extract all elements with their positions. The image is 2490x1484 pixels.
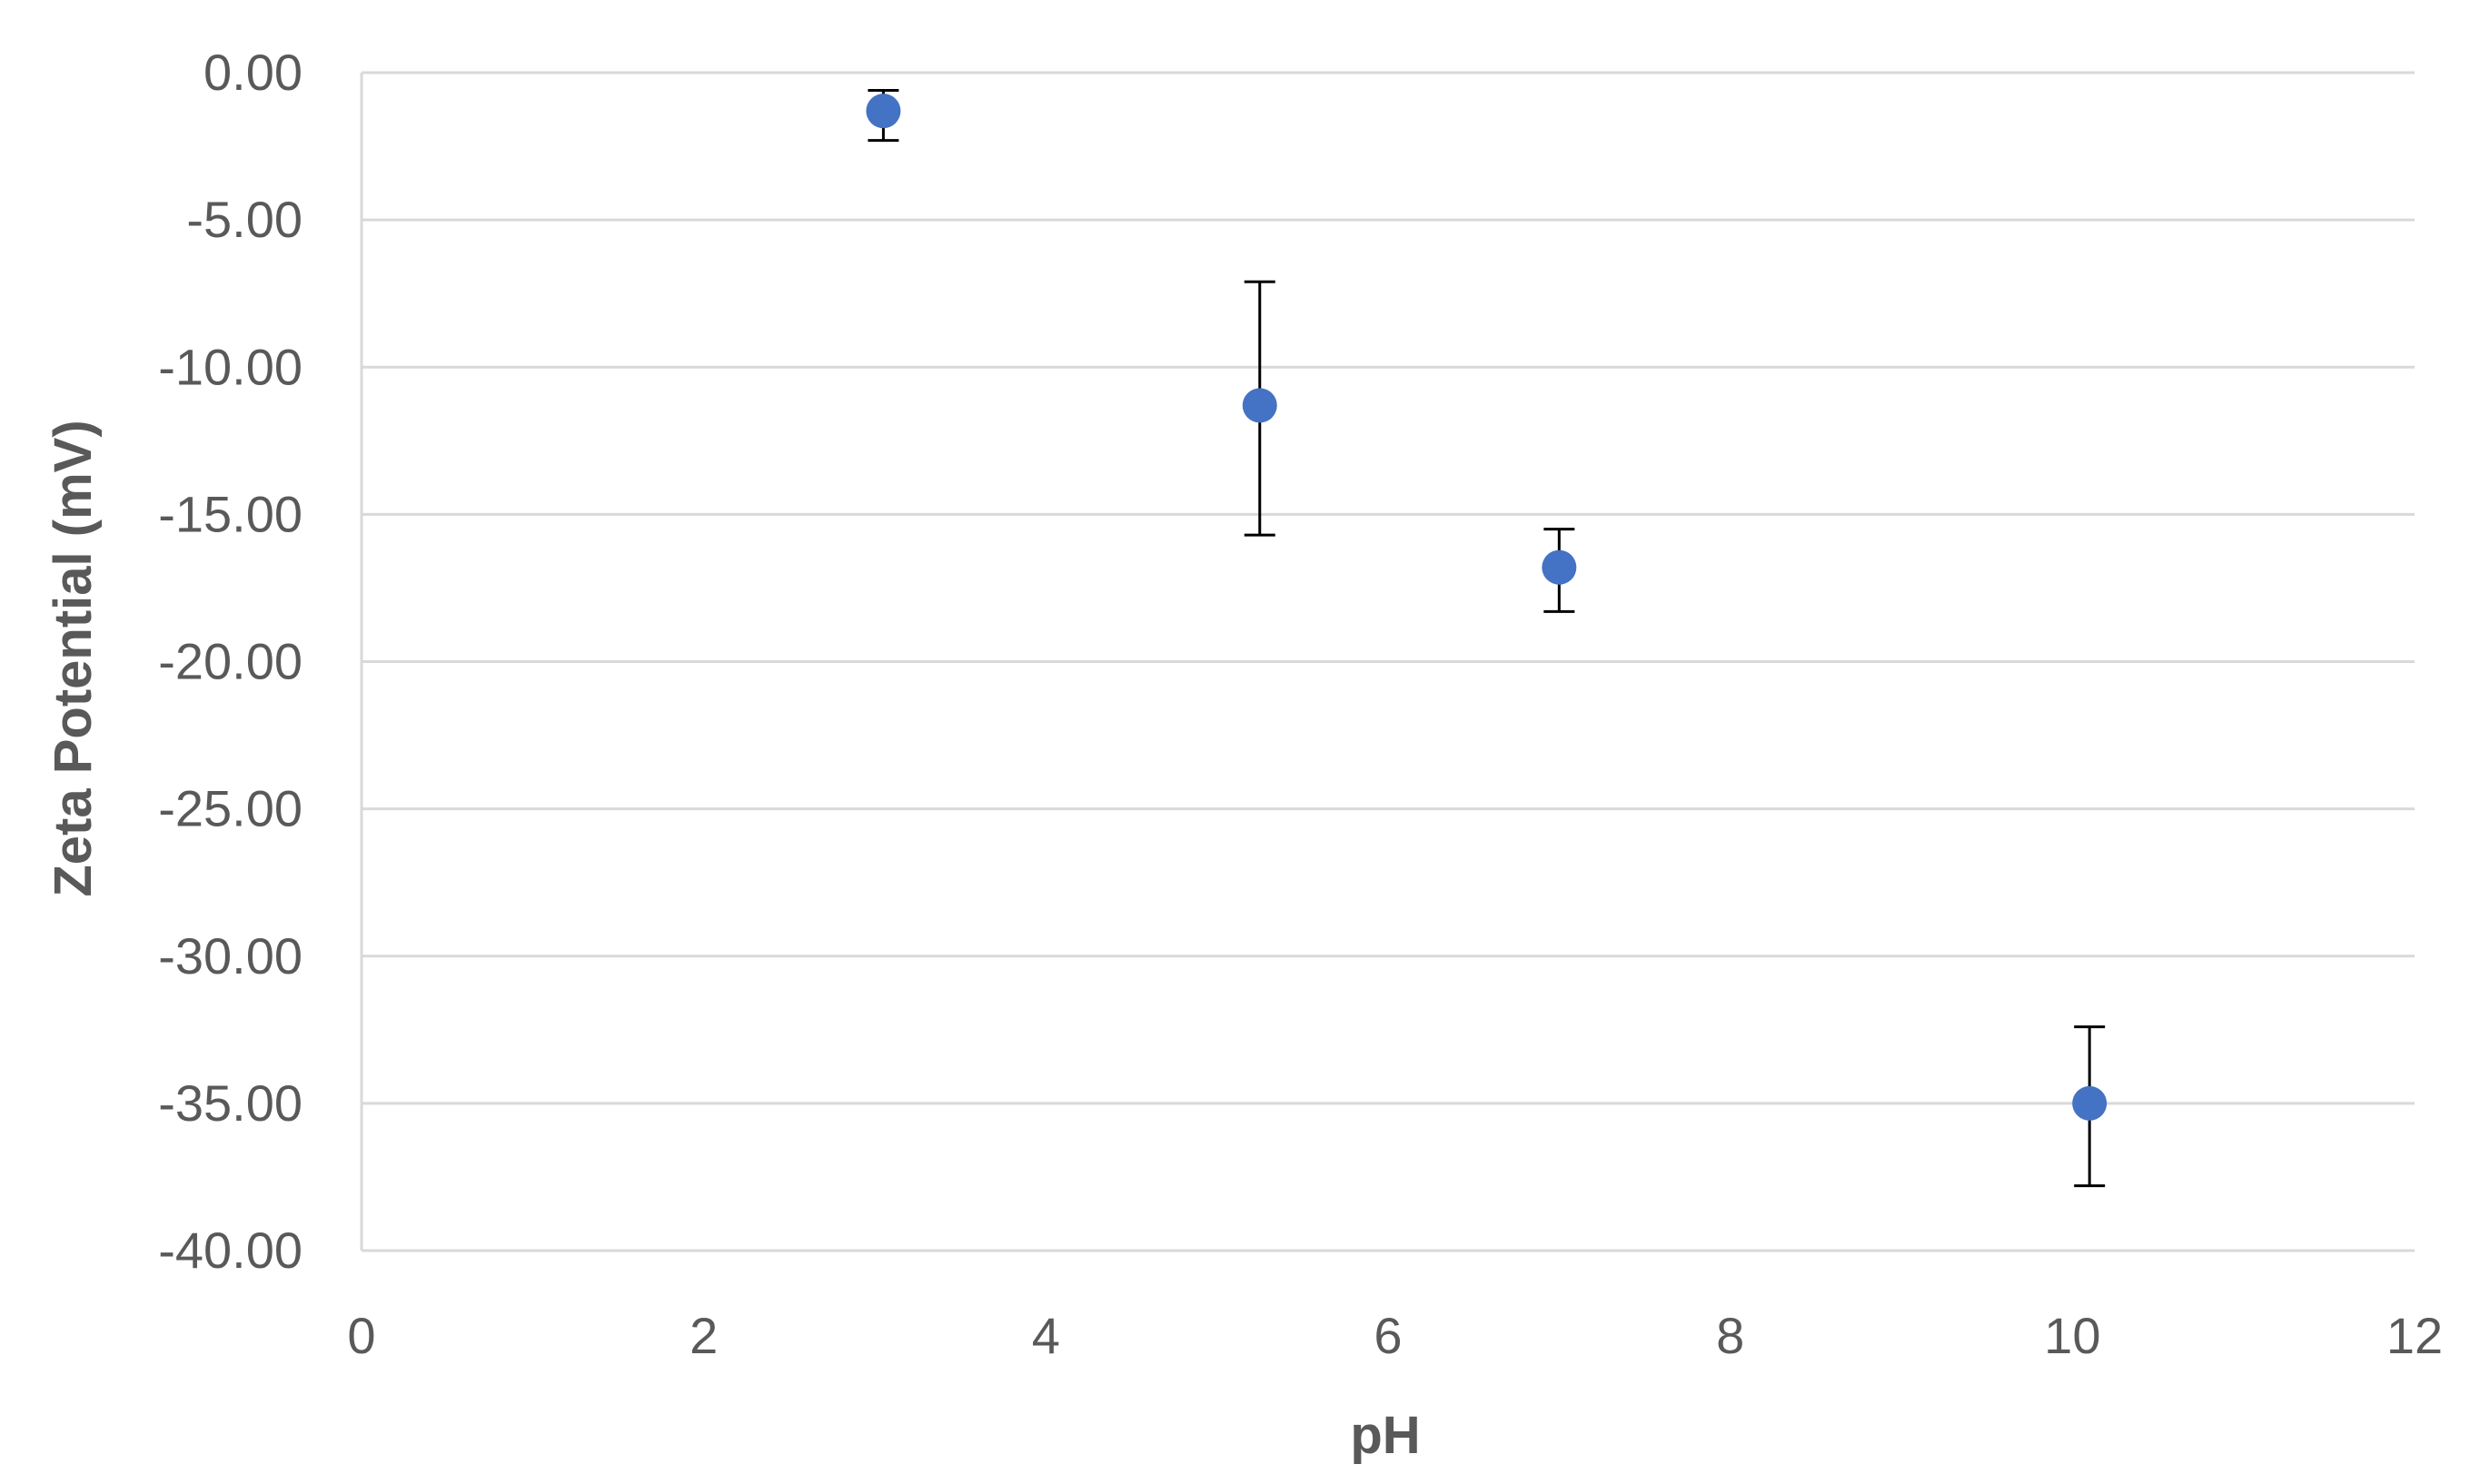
x-tick-labels: 0 2 4 6 8 10 12 <box>347 1307 2443 1364</box>
y-tick-label: 0.00 <box>203 44 303 101</box>
y-tick-label: -15.00 <box>158 485 303 542</box>
data-point <box>866 94 901 129</box>
y-tick-label: -35.00 <box>158 1074 303 1132</box>
x-tick-label: 4 <box>1032 1307 1060 1364</box>
y-tick-label: -10.00 <box>158 338 303 395</box>
y-tick-label: -5.00 <box>186 191 303 248</box>
x-tick-label: 6 <box>1374 1307 1402 1364</box>
x-tick-label: 0 <box>347 1307 375 1364</box>
x-tick-label: 10 <box>2044 1307 2100 1364</box>
data-point <box>1242 388 1277 423</box>
y-tick-label: -25.00 <box>158 780 303 837</box>
data-point <box>2072 1085 2108 1121</box>
x-tick-label: 2 <box>689 1307 718 1364</box>
x-tick-label: 12 <box>2386 1307 2443 1364</box>
data-point <box>1542 549 1577 585</box>
y-tick-label: -20.00 <box>158 633 303 690</box>
y-axis-title: Zeta Potential (mV) <box>44 420 103 896</box>
x-axis-title: pH <box>1350 1406 1420 1465</box>
data-points <box>866 94 2108 1121</box>
x-tick-label: 8 <box>1716 1307 1744 1364</box>
y-tick-labels: 0.00 -5.00 -10.00 -15.00 -20.00 -25.00 -30.00 -… <box>158 44 303 1279</box>
gridlines <box>362 71 2415 1252</box>
y-tick-label: -30.00 <box>158 927 303 984</box>
y-tick-label: -40.00 <box>158 1222 303 1279</box>
error-bars <box>868 88 2106 1188</box>
